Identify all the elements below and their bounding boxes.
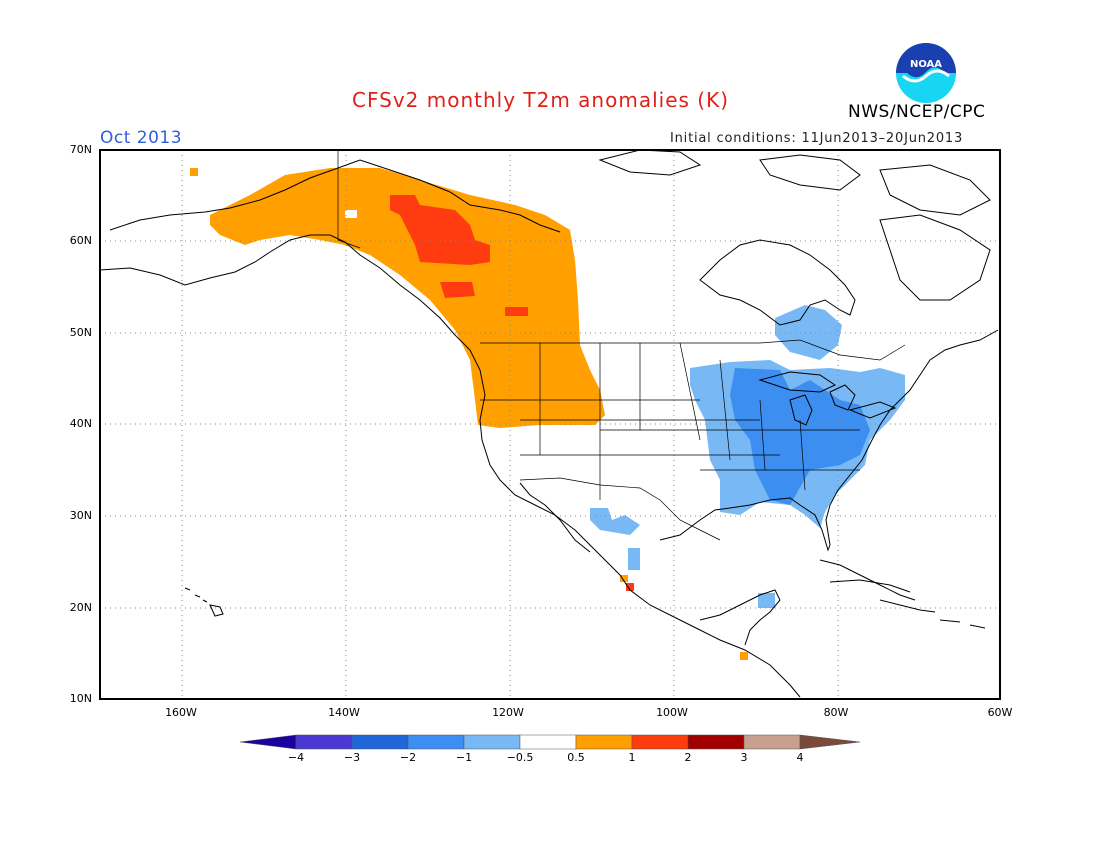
colorbar-arrow-high [799, 734, 861, 750]
lon-label-80w: 80W [823, 706, 849, 719]
lat-label-60n: 60N [69, 234, 92, 247]
anomaly-region [210, 168, 605, 428]
colorbar-swatch [743, 734, 801, 750]
anomaly-region [440, 282, 475, 298]
graticule [100, 150, 1000, 699]
colorbar [239, 734, 861, 750]
anomaly-region [730, 368, 870, 505]
anomaly-cells [190, 168, 905, 660]
colorbar-label: −2 [399, 751, 417, 764]
anomaly-region [190, 168, 198, 176]
colorbar-label: −4 [287, 751, 305, 764]
anomaly-region [620, 575, 628, 582]
colorbar-label: 1 [628, 751, 636, 764]
lon-label-60w: 60W [987, 706, 1013, 719]
lat-label-30n: 30N [69, 509, 92, 522]
colorbar-swatch [687, 734, 745, 750]
colorbar-label: −3 [343, 751, 361, 764]
colorbar-swatch [295, 734, 353, 750]
anomaly-region [505, 307, 528, 316]
anomaly-region [775, 305, 842, 360]
noaa-logo: NOAA [895, 42, 957, 104]
lat-label-10n: 10N [69, 692, 92, 705]
map-frame [99, 149, 1001, 700]
colorbar-label: 4 [796, 751, 804, 764]
month-label: Oct 2013 [100, 128, 183, 148]
lat-label-20n: 20N [69, 601, 92, 614]
anomaly-region [626, 583, 634, 591]
colorbar-label: 2 [684, 751, 692, 764]
colorbar-swatch [463, 734, 521, 750]
colorbar-label: −0.5 [506, 751, 534, 764]
chart-title: CFSv2 monthly T2m anomalies (K) [352, 88, 729, 112]
initial-conditions-label: Initial conditions: 11Jun2013–20Jun2013 [670, 131, 964, 146]
lat-label-50n: 50N [69, 326, 92, 339]
anomaly-region [590, 508, 640, 535]
colorbar-swatch [631, 734, 689, 750]
colorbar-swatch [575, 734, 633, 750]
anomaly-gap [345, 210, 357, 218]
anomaly-region [628, 548, 640, 570]
colorbar-label: −1 [455, 751, 473, 764]
agency-label: NWS/NCEP/CPC [848, 102, 986, 122]
lon-label-120w: 120W [492, 706, 524, 719]
lat-label-70n: 70N [69, 143, 92, 156]
lon-label-100w: 100W [656, 706, 688, 719]
colorbar-label: 0.5 [567, 751, 585, 764]
colorbar-swatch [407, 734, 465, 750]
colorbar-swatch [519, 734, 577, 750]
svg-text:NOAA: NOAA [910, 59, 942, 70]
lon-label-140w: 140W [328, 706, 360, 719]
lat-label-40n: 40N [69, 417, 92, 430]
colorbar-arrow-low [239, 734, 297, 750]
anomaly-region [740, 652, 748, 660]
lon-label-160w: 160W [165, 706, 197, 719]
anomaly-region [390, 195, 490, 265]
coastlines [99, 149, 999, 698]
colorbar-label: 3 [740, 751, 748, 764]
anomaly-region [758, 593, 775, 608]
political-borders [337, 150, 906, 541]
colorbar-swatch [351, 734, 409, 750]
